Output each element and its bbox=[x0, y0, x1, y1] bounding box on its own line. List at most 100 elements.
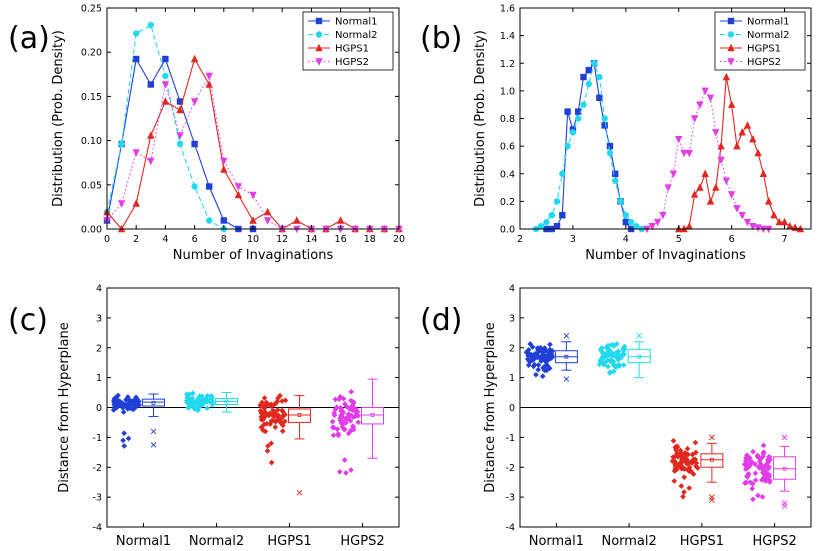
y-axis: -4 -3 -2 -1 0 1 2 3 4 bbox=[93, 284, 399, 534]
data-point bbox=[544, 362, 551, 369]
data-point bbox=[681, 474, 688, 481]
y-tick-label: -2 bbox=[506, 463, 515, 474]
data-point bbox=[750, 496, 756, 503]
y-tick-label: 0 bbox=[96, 403, 102, 414]
data-point bbox=[537, 223, 545, 230]
data-point bbox=[266, 412, 272, 419]
data-point bbox=[147, 81, 154, 88]
data-point bbox=[329, 418, 336, 425]
data-point bbox=[696, 101, 704, 109]
data-point bbox=[575, 108, 582, 115]
box-plot bbox=[215, 392, 238, 413]
panel-label: (b) bbox=[420, 21, 462, 56]
data-point bbox=[125, 396, 132, 402]
series-hgps1 bbox=[675, 72, 805, 233]
data-point bbox=[220, 165, 228, 173]
data-point bbox=[682, 451, 689, 458]
data-point bbox=[690, 115, 699, 123]
legend-marker bbox=[315, 17, 323, 25]
y-tick-label: 0.00 bbox=[81, 225, 102, 236]
data-point bbox=[348, 388, 355, 395]
data-point bbox=[350, 423, 356, 429]
data-point bbox=[754, 148, 762, 157]
x-tick-label: 4 bbox=[162, 234, 168, 245]
data-point bbox=[738, 211, 746, 220]
outlier-stroke bbox=[563, 332, 570, 339]
data-point bbox=[187, 401, 193, 407]
legend-marker bbox=[315, 58, 323, 66]
data-point bbox=[599, 355, 605, 362]
data-point bbox=[612, 170, 619, 177]
legend: Normal1 Normal2 HGPS1 HGPS2 bbox=[302, 11, 394, 71]
data-point bbox=[733, 205, 741, 213]
data-point bbox=[274, 407, 281, 413]
panel-label: (d) bbox=[420, 303, 462, 338]
box bbox=[288, 408, 311, 423]
x-axis-label: Number of Invaginations bbox=[173, 248, 334, 263]
mean-marker bbox=[297, 413, 302, 417]
data-point bbox=[664, 184, 672, 192]
y-axis-label: Distribution (Prob. Density) bbox=[473, 30, 488, 207]
data-point bbox=[775, 217, 783, 226]
data-point bbox=[200, 400, 206, 407]
data-point bbox=[553, 198, 561, 205]
tail-points bbox=[193, 405, 201, 414]
data-point bbox=[279, 428, 286, 434]
data-point bbox=[220, 157, 228, 166]
x-axis: 0 2 4 6 8 10 12 14 16 18 20 bbox=[104, 8, 405, 245]
data-point bbox=[733, 141, 741, 150]
mean-marker bbox=[224, 399, 229, 404]
data-point bbox=[672, 461, 679, 468]
y-tick-label: 2 bbox=[96, 343, 102, 354]
box bbox=[627, 348, 651, 364]
data-point bbox=[340, 408, 346, 415]
data-point bbox=[673, 466, 680, 473]
outlier bbox=[563, 376, 570, 382]
legend-item: HGPS2 bbox=[720, 57, 781, 68]
x-tick-label: 5 bbox=[676, 234, 682, 245]
y-tick-label: 0.15 bbox=[81, 92, 102, 103]
data-point bbox=[116, 400, 122, 407]
x-category-label: Normal1 bbox=[116, 534, 171, 549]
data-points bbox=[110, 392, 142, 415]
data-point bbox=[113, 400, 119, 407]
data-point bbox=[335, 431, 342, 437]
data-point bbox=[126, 400, 132, 406]
legend-label: HGPS1 bbox=[335, 44, 369, 55]
data-point bbox=[189, 395, 196, 402]
series-line bbox=[646, 89, 769, 230]
outlier-stroke bbox=[636, 332, 642, 339]
data-point bbox=[190, 390, 196, 397]
data-point bbox=[680, 149, 688, 158]
legend-item: Normal1 bbox=[720, 17, 790, 28]
series-line bbox=[106, 74, 399, 230]
data-point bbox=[118, 140, 125, 148]
box-plot bbox=[142, 393, 165, 448]
group-normal2 bbox=[596, 332, 651, 379]
box-plot bbox=[773, 434, 797, 509]
mean-marker bbox=[709, 457, 714, 462]
y-tick-label: 0.8 bbox=[500, 114, 515, 125]
outlier bbox=[150, 428, 157, 435]
data-point bbox=[553, 223, 561, 230]
legend-label: Normal2 bbox=[747, 30, 790, 41]
data-point bbox=[585, 80, 592, 88]
y-tick-label: 0.20 bbox=[81, 48, 102, 59]
box bbox=[773, 456, 797, 480]
data-point bbox=[598, 345, 605, 352]
y-axis: 0.0 0.2 0.4 0.6 0.8 1.0 1.2 1.4 1.6 bbox=[500, 4, 811, 236]
data-point bbox=[343, 470, 349, 476]
data-point bbox=[191, 140, 198, 148]
data-point bbox=[539, 373, 546, 380]
data-point bbox=[270, 413, 277, 420]
data-point bbox=[193, 405, 199, 412]
data-point bbox=[765, 457, 772, 463]
data-point bbox=[263, 207, 272, 216]
data-point bbox=[120, 437, 126, 444]
data-point bbox=[147, 157, 155, 166]
legend-marker bbox=[315, 43, 323, 52]
group-hgps1 bbox=[257, 392, 311, 496]
data-point bbox=[743, 479, 750, 486]
data-point bbox=[674, 443, 680, 450]
